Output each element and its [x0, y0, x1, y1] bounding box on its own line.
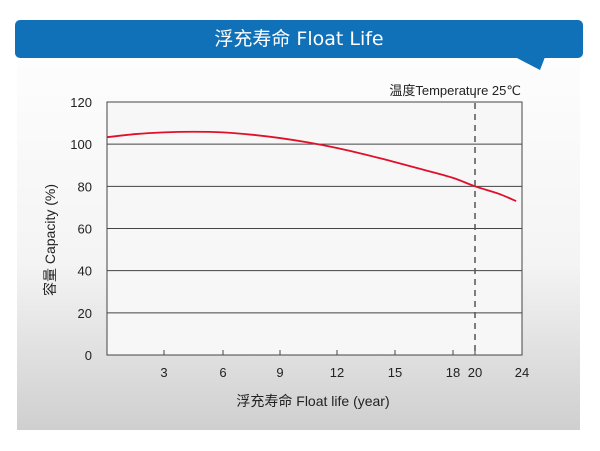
x-axis-label: 浮充寿命 Float life (year) [236, 393, 389, 409]
y-tick-label: 40 [78, 264, 92, 279]
x-tick-label: 9 [276, 365, 283, 380]
y-tick-label: 120 [70, 95, 92, 110]
page-title: 浮充寿命 Float Life [15, 20, 583, 58]
x-tick-label: 3 [160, 365, 167, 380]
x-tick-label: 15 [388, 365, 402, 380]
x-tick-label: 24 [515, 365, 529, 380]
y-tick-label: 100 [70, 137, 92, 152]
x-tick-label: 18 [446, 365, 460, 380]
y-tick-label: 60 [78, 222, 92, 237]
x-tick-label: 20 [468, 365, 482, 380]
x-tick-label: 12 [330, 365, 344, 380]
capacity-curve [106, 130, 517, 202]
y-axis-label: 容量 Capacity (%) [42, 184, 58, 296]
y-tick-label: 80 [78, 179, 92, 194]
banner-tail [515, 57, 545, 70]
y-tick-label: 20 [78, 306, 92, 321]
x-tick-label: 6 [219, 365, 226, 380]
temperature-annotation: 温度Temperature 25℃ [389, 83, 521, 98]
y-tick-label: 0 [85, 348, 92, 363]
